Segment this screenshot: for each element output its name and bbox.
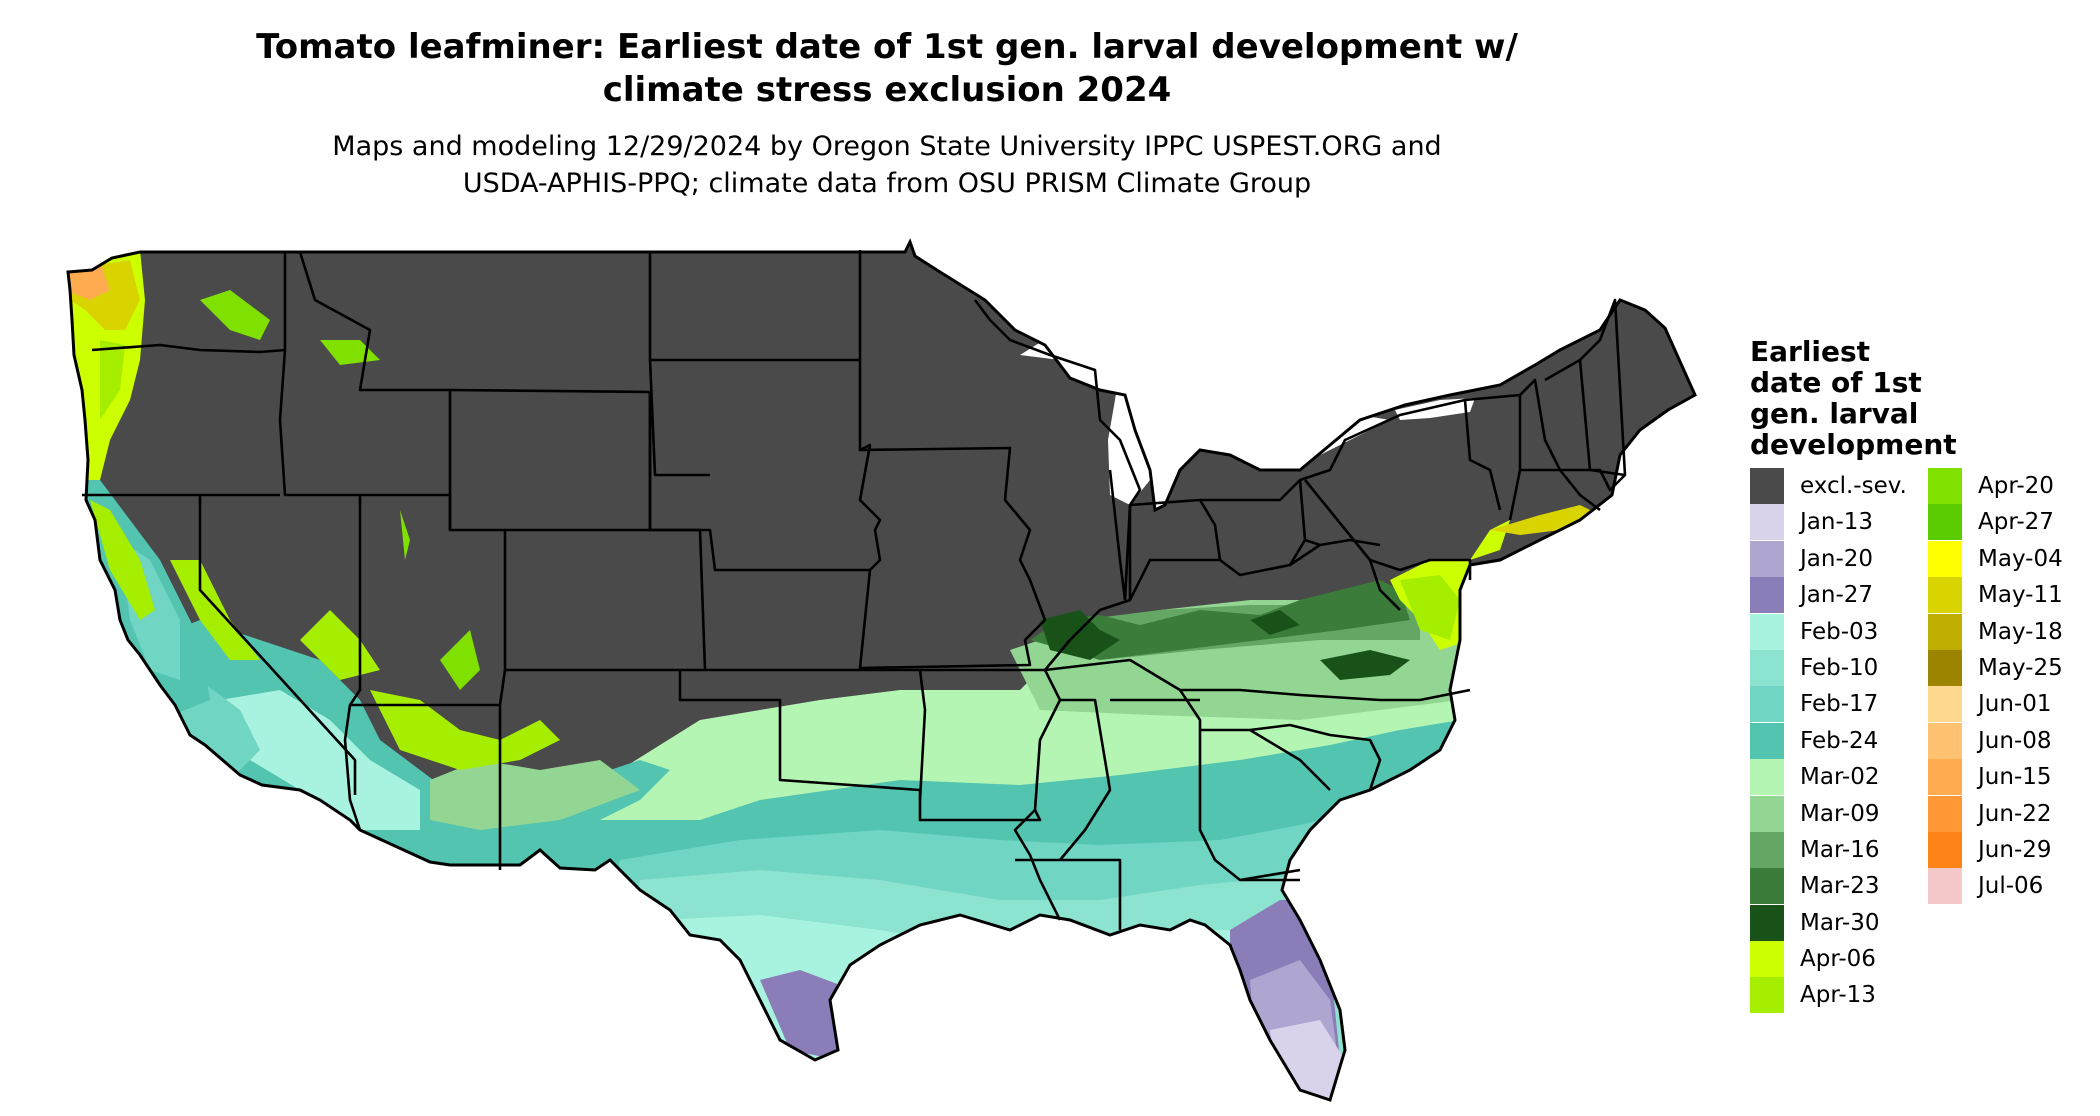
legend-title-line: date of 1st <box>1750 366 1922 399</box>
map-subtitle-line-1: Maps and modeling 12/29/2024 by Oregon S… <box>332 131 1442 162</box>
legend-label: Jan-13 <box>1800 509 1874 536</box>
legend-swatch <box>1750 795 1784 832</box>
legend-title-line: gen. larval <box>1750 397 1919 430</box>
legend-label: Apr-13 <box>1800 982 1876 1009</box>
legend-label: Feb-17 <box>1800 691 1879 718</box>
legend-swatch <box>1750 759 1784 796</box>
legend-swatch <box>1750 504 1784 541</box>
map-title: Tomato leafminer: Earliest date of 1st g… <box>0 26 1774 112</box>
legend-label: Mar-23 <box>1800 873 1880 900</box>
legend-label: Jun-29 <box>1978 836 2052 863</box>
legend-title: Earliest date of 1st gen. larval develop… <box>1750 336 2080 460</box>
legend-swatch <box>1928 649 1962 686</box>
legend-label: Jun-01 <box>1978 691 2052 718</box>
legend-swatch <box>1928 468 1962 504</box>
legend-swatch <box>1750 577 1784 614</box>
legend-label: Apr-20 <box>1978 473 2054 499</box>
legend-label: May-04 <box>1978 545 2063 572</box>
legend-swatch <box>1928 831 1962 868</box>
legend-label: Jun-15 <box>1978 764 2052 791</box>
map-subtitle: Maps and modeling 12/29/2024 by Oregon S… <box>0 128 1774 202</box>
legend-swatch <box>1750 613 1784 650</box>
legend-label: Jun-22 <box>1978 800 2052 827</box>
legend-label: Mar-09 <box>1800 800 1880 827</box>
legend-swatch <box>1750 468 1784 504</box>
map-subtitle-line-2: USDA-APHIS-PPQ; climate data from OSU PR… <box>462 168 1312 199</box>
legend-label: May-18 <box>1978 618 2063 645</box>
legend-label: Jun-08 <box>1978 727 2052 754</box>
legend-label: Jul-06 <box>1978 873 2044 900</box>
map-title-line-2: climate stress exclusion 2024 <box>602 70 1172 110</box>
legend-title-line: Earliest <box>1750 335 1871 368</box>
legend-swatch <box>1928 504 1962 541</box>
map-title-line-1: Tomato leafminer: Earliest date of 1st g… <box>256 27 1518 67</box>
legend-title-line: development <box>1750 428 1957 461</box>
legend-label: Jan-20 <box>1800 545 1874 572</box>
us-map <box>66 240 1697 1102</box>
legend-label: Apr-27 <box>1978 509 2054 536</box>
legend-label: May-25 <box>1978 654 2063 681</box>
legend-label: May-11 <box>1978 582 2063 609</box>
legend-swatch <box>1750 904 1784 941</box>
legend-swatch <box>1928 540 1962 577</box>
legend-label: Apr-06 <box>1800 946 1876 973</box>
legend-swatch <box>1928 577 1962 614</box>
legend-swatch <box>1750 977 1784 1014</box>
legend-swatch <box>1750 868 1784 905</box>
legend-label: excl.-sev. <box>1800 473 1907 499</box>
legend-swatch <box>1928 686 1962 723</box>
legend-swatch <box>1750 686 1784 723</box>
legend-label: Mar-30 <box>1800 909 1880 936</box>
legend-label: Mar-02 <box>1800 764 1880 791</box>
legend-swatch <box>1928 722 1962 759</box>
legend-swatch <box>1928 759 1962 796</box>
legend-label: Mar-16 <box>1800 836 1880 863</box>
legend-swatch <box>1750 540 1784 577</box>
legend-swatch <box>1928 795 1962 832</box>
legend-label: Feb-24 <box>1800 727 1879 754</box>
legend-swatch <box>1750 722 1784 759</box>
legend-swatch <box>1750 831 1784 868</box>
legend-label: Jan-27 <box>1800 582 1874 609</box>
legend-swatch <box>1750 941 1784 978</box>
legend-swatch <box>1750 649 1784 686</box>
legend-label: Feb-10 <box>1800 654 1879 681</box>
legend-swatch <box>1928 613 1962 650</box>
legend-swatch <box>1928 868 1962 905</box>
legend-label: Feb-03 <box>1800 618 1879 645</box>
